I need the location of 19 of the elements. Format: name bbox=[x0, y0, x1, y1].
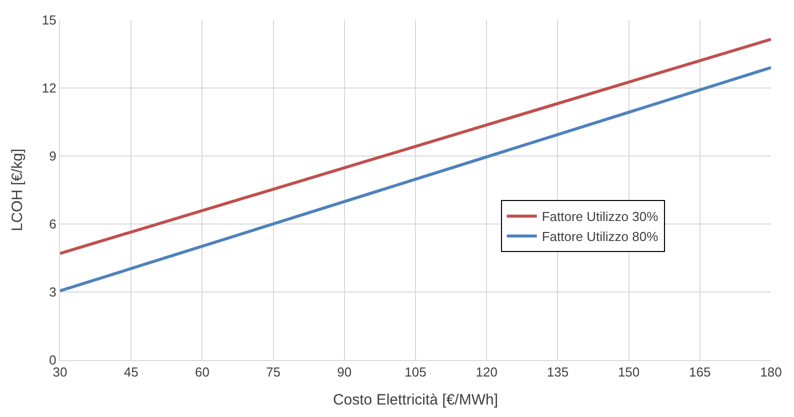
x-tick-label: 180 bbox=[760, 364, 782, 380]
y-tick-label: 12 bbox=[42, 80, 56, 96]
y-tick-label: 9 bbox=[49, 148, 56, 164]
x-tick-label: 165 bbox=[689, 364, 711, 380]
x-tick-label: 45 bbox=[124, 364, 138, 380]
x-tick-label: 60 bbox=[194, 364, 210, 380]
x-tick-label: 75 bbox=[266, 364, 281, 380]
y-tick-label: 6 bbox=[49, 216, 56, 232]
y-tick-label: 15 bbox=[42, 12, 56, 28]
x-tick-label: 120 bbox=[476, 364, 498, 380]
y-tick-label: 3 bbox=[49, 284, 56, 300]
legend-label: Fattore Utilizzo 30% bbox=[542, 209, 659, 224]
y-axis-title: LCOH [€/kg] bbox=[9, 148, 26, 232]
x-axis-title: Costo Elettricità [€/MWh] bbox=[332, 392, 498, 409]
x-tick-label: 105 bbox=[404, 364, 426, 380]
x-tick-label: 90 bbox=[337, 364, 352, 380]
x-tick-label: 135 bbox=[546, 364, 569, 380]
x-tick-label: 150 bbox=[618, 364, 640, 380]
legend-label: Fattore Utilizzo 80% bbox=[542, 229, 659, 244]
